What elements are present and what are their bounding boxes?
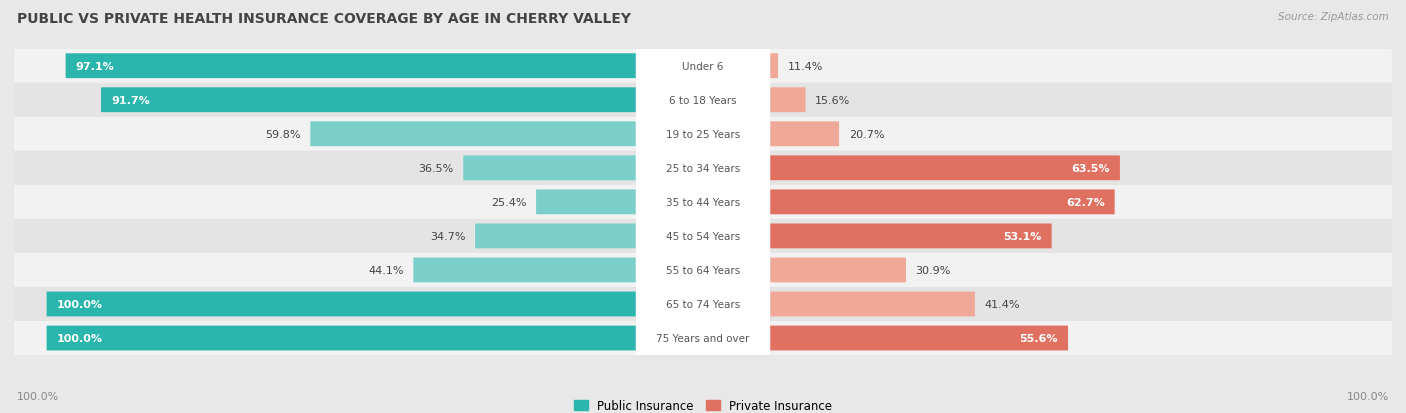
FancyBboxPatch shape (703, 88, 806, 113)
Text: 97.1%: 97.1% (76, 62, 114, 71)
Text: 35 to 44 Years: 35 to 44 Years (666, 197, 740, 207)
Text: 59.8%: 59.8% (266, 129, 301, 140)
Text: 34.7%: 34.7% (430, 231, 465, 241)
FancyBboxPatch shape (703, 54, 778, 79)
FancyBboxPatch shape (46, 292, 703, 317)
Text: 44.1%: 44.1% (368, 265, 404, 275)
Text: 62.7%: 62.7% (1066, 197, 1105, 207)
Text: 100.0%: 100.0% (56, 333, 103, 343)
FancyBboxPatch shape (14, 321, 1392, 355)
Text: PUBLIC VS PRIVATE HEALTH INSURANCE COVERAGE BY AGE IN CHERRY VALLEY: PUBLIC VS PRIVATE HEALTH INSURANCE COVER… (17, 12, 631, 26)
FancyBboxPatch shape (636, 217, 770, 255)
Text: 75 Years and over: 75 Years and over (657, 333, 749, 343)
Text: Under 6: Under 6 (682, 62, 724, 71)
FancyBboxPatch shape (14, 219, 1392, 253)
Text: 19 to 25 Years: 19 to 25 Years (666, 129, 740, 140)
FancyBboxPatch shape (636, 319, 770, 357)
FancyBboxPatch shape (636, 183, 770, 221)
Text: 53.1%: 53.1% (1004, 231, 1042, 241)
FancyBboxPatch shape (636, 150, 770, 188)
FancyBboxPatch shape (703, 292, 974, 317)
FancyBboxPatch shape (703, 326, 1069, 351)
Text: 36.5%: 36.5% (419, 164, 454, 173)
FancyBboxPatch shape (14, 83, 1392, 117)
Text: 30.9%: 30.9% (915, 265, 950, 275)
Text: 100.0%: 100.0% (56, 299, 103, 309)
FancyBboxPatch shape (413, 258, 703, 282)
Text: 15.6%: 15.6% (815, 95, 851, 105)
FancyBboxPatch shape (703, 190, 1115, 215)
FancyBboxPatch shape (636, 285, 770, 323)
Text: 45 to 54 Years: 45 to 54 Years (666, 231, 740, 241)
FancyBboxPatch shape (101, 88, 703, 113)
FancyBboxPatch shape (703, 122, 839, 147)
FancyBboxPatch shape (536, 190, 703, 215)
Text: 63.5%: 63.5% (1071, 164, 1109, 173)
Text: 65 to 74 Years: 65 to 74 Years (666, 299, 740, 309)
FancyBboxPatch shape (703, 258, 905, 282)
Text: 55.6%: 55.6% (1019, 333, 1057, 343)
Text: 6 to 18 Years: 6 to 18 Years (669, 95, 737, 105)
Text: 25 to 34 Years: 25 to 34 Years (666, 164, 740, 173)
FancyBboxPatch shape (636, 81, 770, 119)
Text: 11.4%: 11.4% (787, 62, 823, 71)
FancyBboxPatch shape (463, 156, 703, 181)
Text: 100.0%: 100.0% (1347, 391, 1389, 401)
FancyBboxPatch shape (475, 224, 703, 249)
FancyBboxPatch shape (703, 156, 1121, 181)
FancyBboxPatch shape (14, 185, 1392, 219)
FancyBboxPatch shape (636, 47, 770, 85)
FancyBboxPatch shape (311, 122, 703, 147)
Legend: Public Insurance, Private Insurance: Public Insurance, Private Insurance (569, 394, 837, 413)
Text: 91.7%: 91.7% (111, 95, 150, 105)
Text: 55 to 64 Years: 55 to 64 Years (666, 265, 740, 275)
FancyBboxPatch shape (14, 50, 1392, 83)
FancyBboxPatch shape (14, 152, 1392, 185)
Text: 41.4%: 41.4% (984, 299, 1019, 309)
FancyBboxPatch shape (636, 252, 770, 289)
FancyBboxPatch shape (14, 287, 1392, 321)
FancyBboxPatch shape (46, 326, 703, 351)
Text: 20.7%: 20.7% (849, 129, 884, 140)
FancyBboxPatch shape (636, 116, 770, 153)
FancyBboxPatch shape (14, 117, 1392, 152)
Text: Source: ZipAtlas.com: Source: ZipAtlas.com (1278, 12, 1389, 22)
FancyBboxPatch shape (66, 54, 703, 79)
Text: 100.0%: 100.0% (17, 391, 59, 401)
FancyBboxPatch shape (703, 224, 1052, 249)
Text: 25.4%: 25.4% (491, 197, 526, 207)
FancyBboxPatch shape (14, 253, 1392, 287)
